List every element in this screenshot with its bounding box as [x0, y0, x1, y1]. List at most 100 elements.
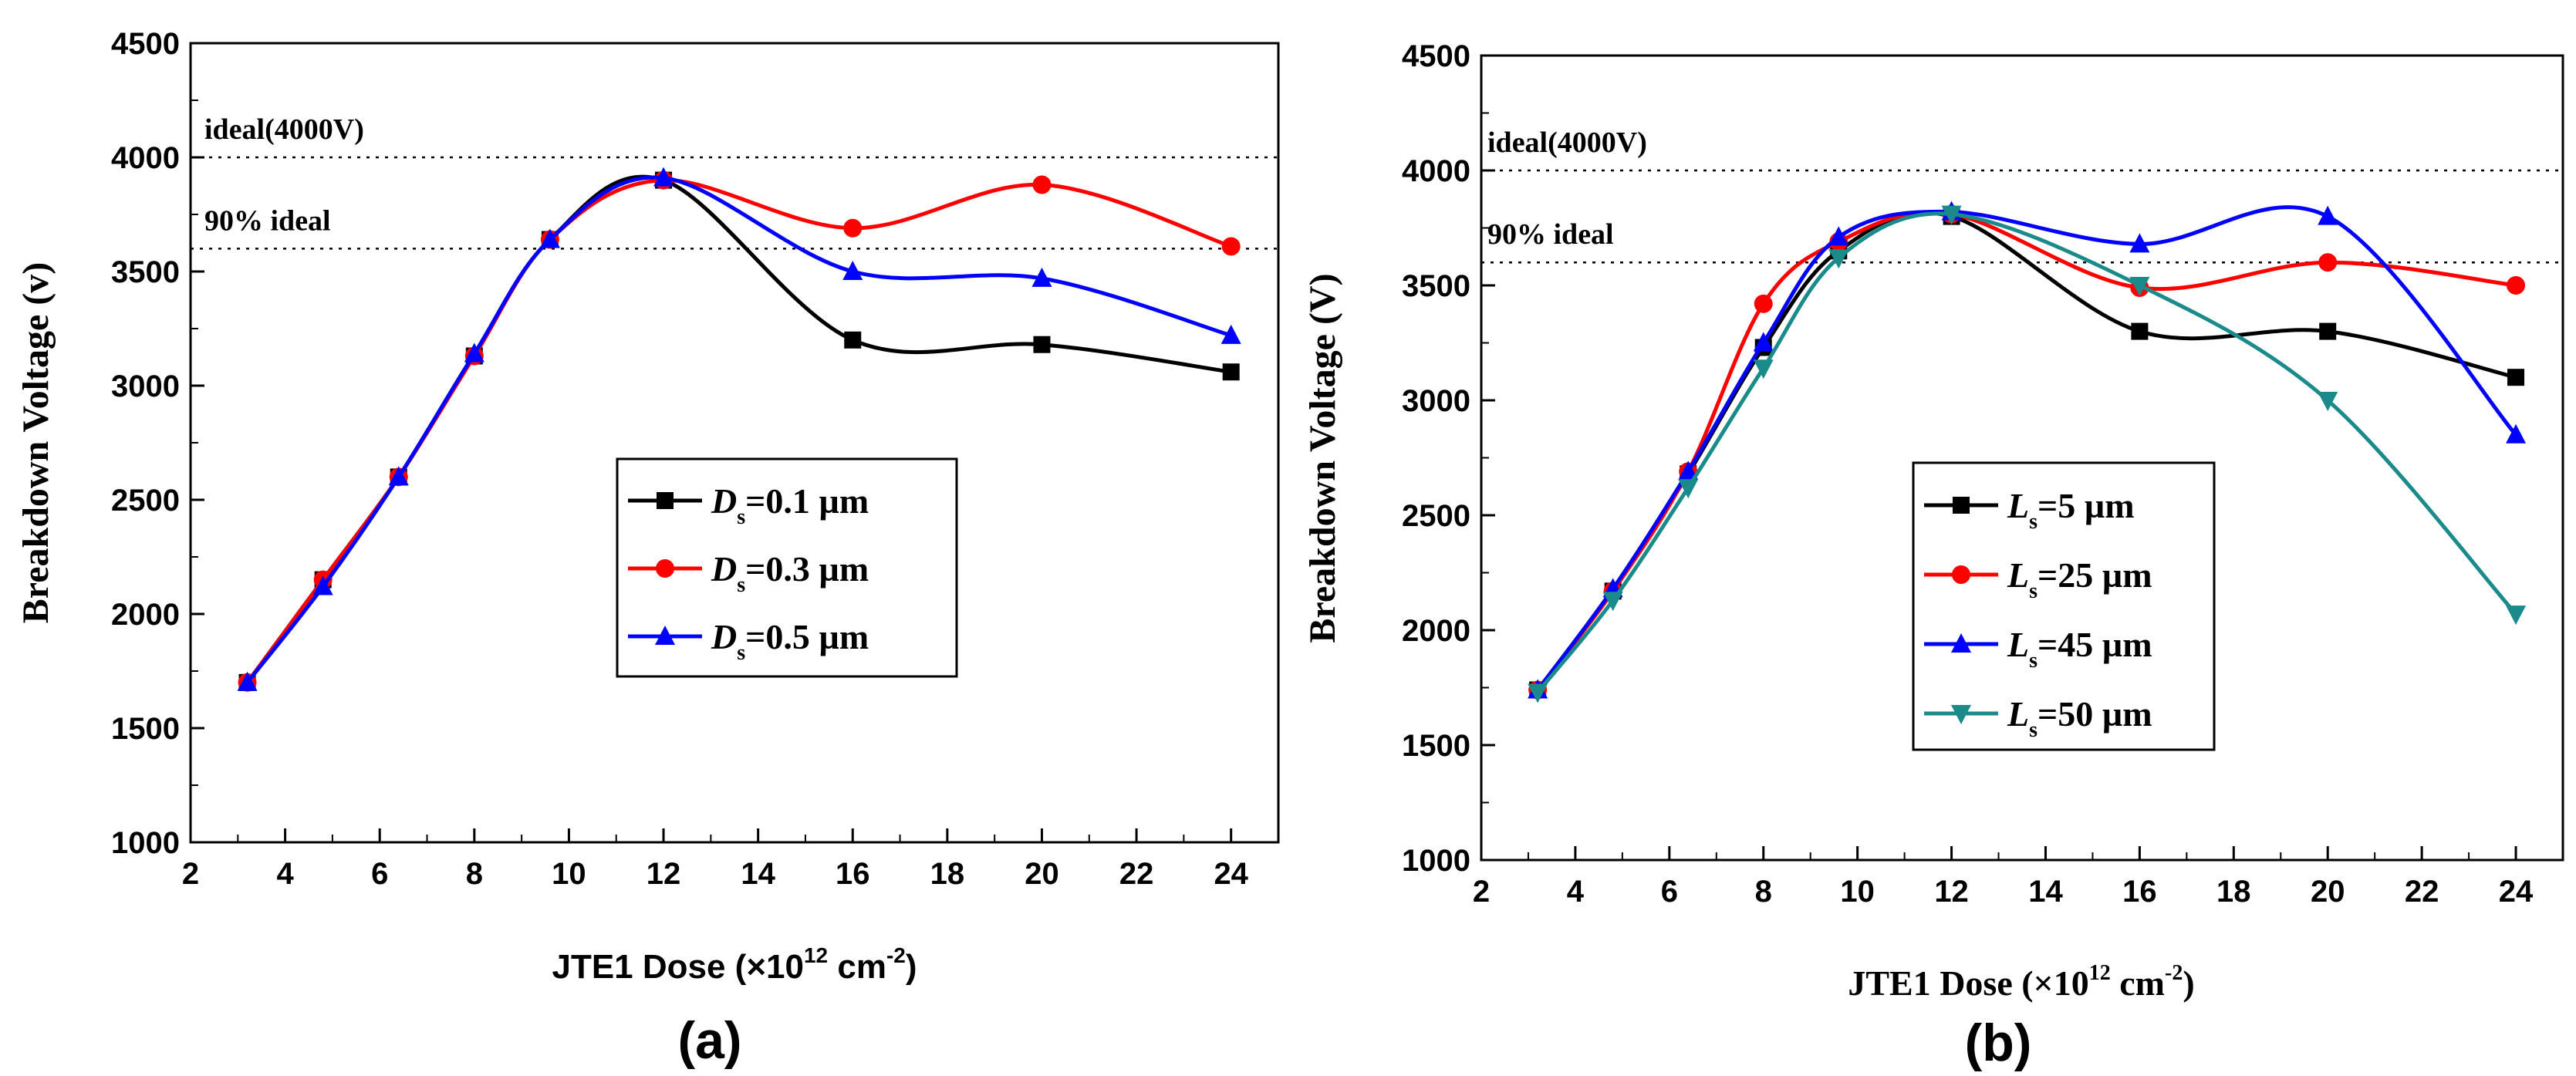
legend-entry-symbol: L — [2007, 694, 2029, 734]
x-tick-label: 4 — [1567, 875, 1585, 909]
x-tick-label: 2 — [182, 857, 199, 891]
data-point — [1031, 267, 1052, 287]
data-point — [1220, 324, 1241, 344]
data-point — [2506, 423, 2527, 444]
reference-line-label: ideal(4000V) — [1487, 126, 1647, 159]
x-tick-label: 14 — [2028, 875, 2063, 909]
x-tick-label: 10 — [1840, 875, 1875, 909]
legend-entry-subscript: s — [2029, 718, 2038, 742]
x-tick-label: 22 — [1119, 857, 1154, 891]
reference-line-label: 90% ideal — [204, 204, 331, 237]
x-tick-label: 12 — [1934, 875, 1969, 909]
legend-entry: Ds=0.5 µm — [711, 617, 869, 665]
y-tick-label: 1500 — [1402, 729, 1470, 763]
y-tick-label: 1000 — [111, 826, 180, 860]
y-tick-label: 3000 — [111, 369, 180, 403]
legend-entry: Ls=25 µm — [2007, 555, 2152, 603]
x-axis-title-main: JTE1 Dose (×10 — [552, 948, 804, 986]
legend-entry-subscript: s — [737, 573, 745, 597]
panel-label: (a) — [677, 1011, 741, 1070]
legend-entry-value: =45 µm — [2038, 625, 2152, 664]
data-point — [842, 261, 863, 280]
data-point — [1602, 592, 1623, 612]
legend-swatch-marker — [1951, 633, 1971, 653]
x-tick-label: 8 — [1755, 875, 1772, 909]
data-point — [1221, 237, 1241, 256]
data-point — [1754, 294, 1773, 313]
x-tick-label: 22 — [2405, 875, 2439, 909]
y-tick-label: 2500 — [1402, 499, 1470, 533]
legend-entry-symbol: D — [711, 617, 737, 656]
x-tick-label: 10 — [552, 857, 586, 891]
y-tick-label: 4000 — [1402, 154, 1470, 188]
x-tick-label: 18 — [2216, 875, 2251, 909]
x-tick-label: 14 — [741, 857, 775, 891]
legend-swatch-marker — [1953, 497, 1970, 514]
x-tick-label: 4 — [276, 857, 294, 891]
data-point — [388, 466, 409, 486]
data-point — [2506, 605, 2527, 626]
x-tick-label: 12 — [647, 857, 681, 891]
x-axis-title-exp: -2 — [2165, 961, 2183, 985]
data-point — [843, 218, 863, 238]
legend-entry-symbol: D — [711, 481, 737, 521]
y-tick-label: 4500 — [1402, 39, 1470, 73]
data-point — [237, 671, 258, 691]
legend-swatch-marker — [1952, 565, 1970, 584]
legend-entry: Ds=0.3 µm — [711, 549, 869, 597]
x-axis-title-sup: 12 — [2089, 961, 2111, 985]
x-axis-title: JTE1 Dose (×1012 cm-2) — [1848, 961, 2194, 1003]
legend-entry-symbol: D — [711, 549, 737, 589]
legend-entry-value: =0.1 µm — [745, 481, 869, 521]
legend-swatch-marker — [656, 559, 674, 578]
legend-entry-value: =50 µm — [2038, 694, 2152, 734]
x-tick-label: 24 — [2499, 875, 2534, 909]
data-point — [2318, 392, 2338, 411]
x-tick-label: 2 — [1473, 875, 1490, 909]
x-tick-label: 16 — [2122, 875, 2157, 909]
series-line — [1536, 210, 2517, 692]
x-tick-label: 6 — [371, 857, 388, 891]
data-point — [1222, 363, 1240, 381]
data-point — [2318, 205, 2338, 225]
x-axis-title-exp: -2 — [886, 943, 906, 967]
x-axis-title-sup: 12 — [804, 943, 828, 967]
x-axis-title-unit: cm — [828, 948, 886, 986]
y-tick-label: 3500 — [111, 255, 180, 289]
data-point — [1753, 359, 1774, 379]
y-axis-title: Breakdown Voltage (v) — [15, 262, 56, 624]
legend-entry-subscript: s — [2029, 510, 2038, 534]
x-axis-title-main: JTE1 Dose (×10 — [1848, 963, 2088, 1003]
data-point — [653, 167, 674, 187]
x-tick-label: 24 — [1214, 857, 1248, 891]
data-point — [312, 575, 333, 595]
legend-entry: Ls=45 µm — [2007, 625, 2152, 673]
data-point — [464, 342, 484, 363]
y-tick-label: 3000 — [1402, 384, 1470, 418]
data-point — [1828, 226, 1849, 246]
x-tick-label: 18 — [930, 857, 965, 891]
data-point — [1678, 479, 1699, 499]
data-point — [1032, 175, 1052, 194]
data-point — [1678, 460, 1699, 481]
x-tick-label: 6 — [1661, 875, 1678, 909]
data-point — [2131, 322, 2149, 340]
x-tick-label: 8 — [466, 857, 483, 891]
y-axis-title: Breakdown Voltage (V) — [1302, 273, 1343, 643]
data-point — [2507, 276, 2526, 295]
x-tick-label: 20 — [2311, 875, 2345, 909]
y-tick-label: 4500 — [111, 27, 180, 61]
legend-entry-subscript: s — [2029, 579, 2038, 603]
legend-entry-value: =5 µm — [2038, 486, 2135, 525]
data-point — [1941, 205, 1962, 225]
x-axis-title-unit: cm — [2111, 963, 2165, 1003]
legend-entry: Ls=5 µm — [2007, 486, 2135, 534]
data-point — [2319, 322, 2337, 340]
data-point — [844, 331, 862, 349]
legend-entry-symbol: L — [2007, 625, 2029, 664]
reference-line-label: ideal(4000V) — [204, 113, 364, 146]
legend-entry-symbol: L — [2007, 555, 2029, 595]
